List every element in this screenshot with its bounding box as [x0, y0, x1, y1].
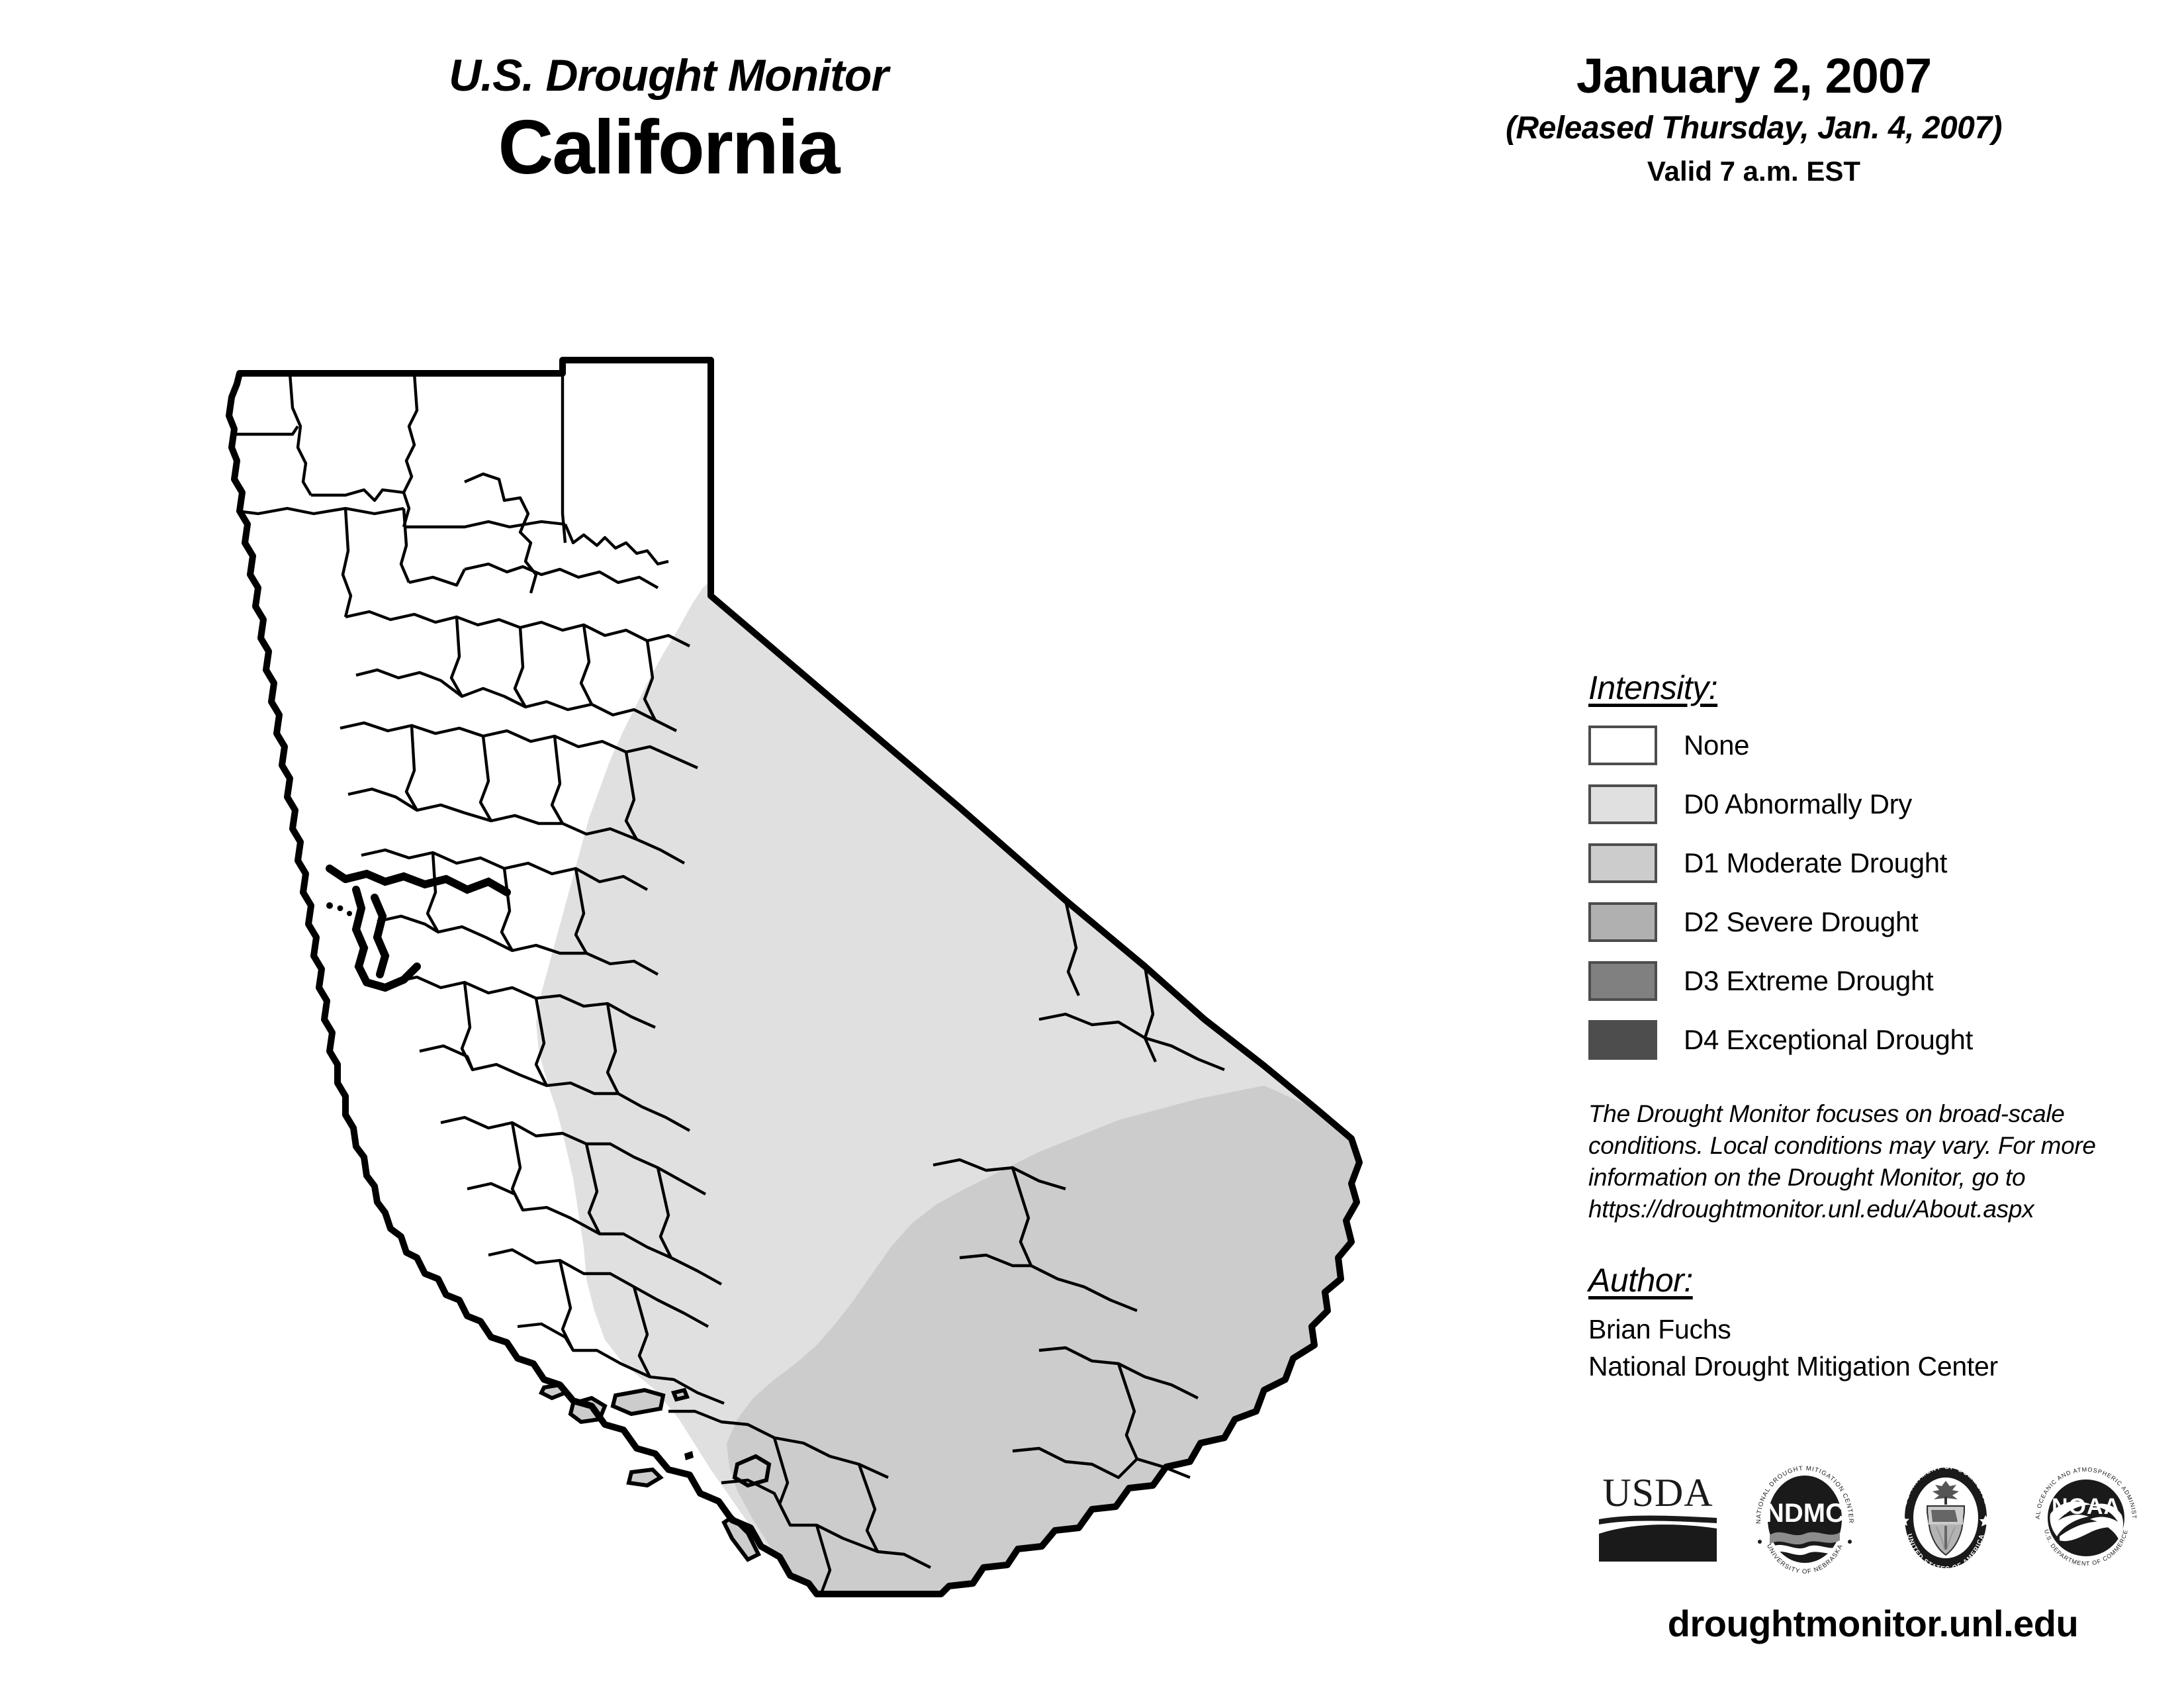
legend-sidebar: Intensity: None D0 Abnormally Dry D1 Mod… [1588, 669, 2171, 1385]
legend-item-d3[interactable]: D3 Extreme Drought [1588, 957, 2171, 1005]
legend-swatch-d3 [1588, 961, 1657, 1001]
ndmc-logo: NDMC NATIONAL DROUGHT MITIGATION CENTER … [1746, 1458, 1864, 1581]
drought-area-d1 [727, 1086, 1359, 1594]
disclaimer-line-2: conditions. Local conditions may vary. F… [1588, 1132, 2096, 1160]
legend-item-d1[interactable]: D1 Moderate Drought [1588, 839, 2171, 887]
legend-label-d1: D1 Moderate Drought [1684, 847, 1948, 878]
legend-label-d0: D0 Abnormally Dry [1684, 788, 1913, 820]
region-title: California [498, 104, 841, 190]
legend-swatch-d4 [1588, 1020, 1657, 1060]
disclaimer-line-3: information on the Drought Monitor, go t… [1588, 1164, 2026, 1192]
farallon-islands [326, 902, 352, 916]
doc-seal-logo: DEPARTMENT OF COMMERCE UNITED STATES OF … [1889, 1458, 2003, 1581]
valid-time: Valid 7 a.m. EST [1647, 156, 1861, 187]
legend-swatch-d0 [1588, 784, 1657, 824]
date-block: January 2, 2007 (Released Thursday, Jan.… [1423, 52, 2085, 185]
footer-url[interactable]: droughtmonitor.unl.edu [1667, 1603, 2079, 1644]
legend-swatch-none [1588, 726, 1657, 765]
state-outline [226, 357, 1363, 1597]
author-affiliation: National Drought Mitigation Center [1588, 1350, 1998, 1382]
legend-swatch-d2 [1588, 902, 1657, 942]
disclaimer-text: The Drought Monitor focuses on broad-sca… [1588, 1098, 2184, 1225]
san-francisco-bay [326, 865, 511, 992]
usda-logo: USDA [1595, 1465, 1721, 1574]
author-name: Brian Fuchs [1588, 1314, 1731, 1345]
legend-label-d2: D2 Severe Drought [1684, 906, 1919, 937]
legend-label-d4: D4 Exceptional Drought [1684, 1024, 1973, 1055]
svg-text:NOAA: NOAA [2052, 1494, 2120, 1519]
county-boundaries [234, 373, 1225, 1592]
svg-text:USDA: USDA [1602, 1471, 1713, 1515]
legend-item-d0[interactable]: D0 Abnormally Dry [1588, 780, 2171, 828]
author-section: Author: Brian Fuchs National Drought Mit… [1588, 1261, 2171, 1385]
program-title: U.S. Drought Monitor [449, 50, 889, 101]
release-date: (Released Thursday, Jan. 4, 2007) [1505, 111, 2003, 146]
legend-item-none[interactable]: None [1588, 722, 2171, 769]
map-svg [226, 357, 1363, 1597]
agency-logos: USDA NDMC NATIONAL DROUGHT MITIGATION CE… [1595, 1453, 2144, 1582]
legend-item-d2[interactable]: D2 Severe Drought [1588, 898, 2171, 946]
disclaimer-line-1: The Drought Monitor focuses on broad-sca… [1588, 1100, 2065, 1127]
california-drought-map[interactable] [218, 344, 1410, 1602]
legend-heading: Intensity: [1588, 669, 1718, 706]
legend-label-none: None [1684, 729, 1750, 761]
disclaimer-url[interactable]: https://droughtmonitor.unl.edu/About.asp… [1588, 1196, 2034, 1223]
valid-date: January 2, 2007 [1576, 48, 1932, 103]
legend-item-d4[interactable]: D4 Exceptional Drought [1588, 1016, 2171, 1064]
legend-swatch-d1 [1588, 843, 1657, 883]
noaa-logo: NOAA NATIONAL OCEANIC AND ATMOSPHERIC AD… [2025, 1453, 2144, 1581]
title-block: U.S. Drought Monitor California [311, 53, 1026, 188]
legend-label-d3: D3 Extreme Drought [1684, 965, 1934, 996]
author-heading: Author: [1588, 1262, 1693, 1299]
svg-text:NDMC: NDMC [1765, 1499, 1844, 1528]
